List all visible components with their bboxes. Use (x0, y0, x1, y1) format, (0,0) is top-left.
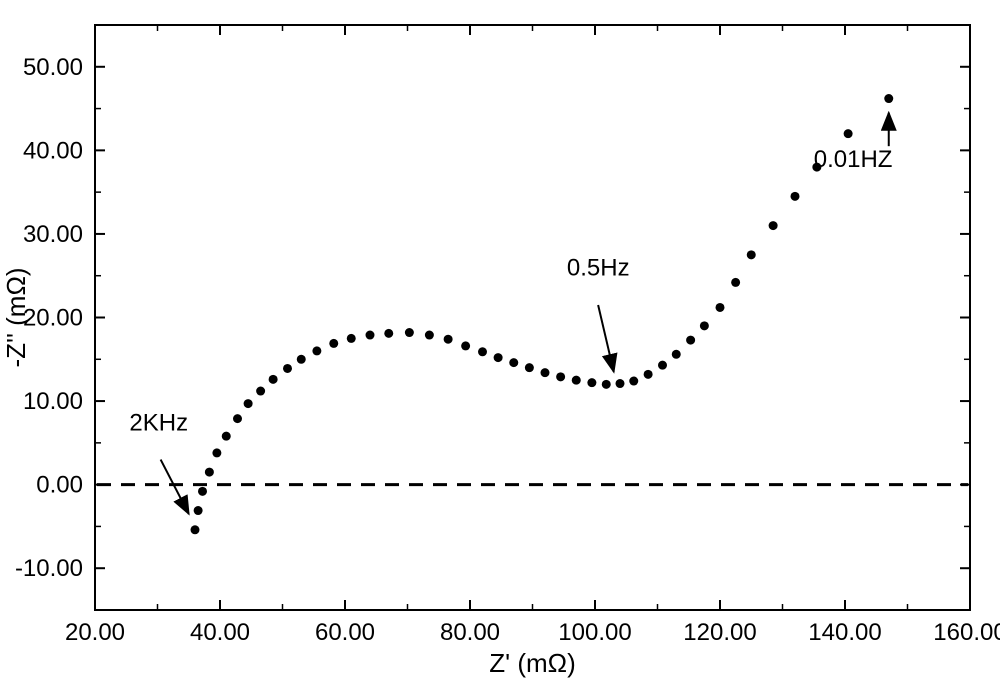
xtick-label: 60.00 (315, 619, 375, 646)
ytick-label: 40.00 (23, 137, 83, 164)
data-point (587, 378, 596, 387)
data-point (425, 331, 434, 340)
data-point (525, 363, 534, 372)
data-point (731, 278, 740, 287)
data-point (222, 432, 231, 441)
y-axis-label: -Z'' (mΩ) (1, 267, 31, 367)
ytick-label: 10.00 (23, 388, 83, 415)
data-point (194, 506, 203, 515)
ytick-label: 50.00 (23, 54, 83, 81)
x-axis-label: Z' (mΩ) (489, 648, 575, 678)
data-point (658, 361, 667, 370)
annotation-arrow (598, 305, 614, 372)
data-point (347, 334, 356, 343)
nyquist-plot: 20.00 40.00 60.00 80.00 100.00 120.00 140.00 16… (0, 0, 1000, 685)
data-point (844, 129, 853, 138)
data-point (461, 341, 470, 350)
data-point (494, 353, 503, 362)
data-point (283, 364, 292, 373)
data-point (616, 379, 625, 388)
ytick-label: 30.00 (23, 221, 83, 248)
data-point (256, 387, 265, 396)
ytick-label: -10.00 (15, 555, 83, 582)
annotation-label: 2KHz (129, 409, 188, 436)
data-point (212, 448, 221, 457)
xtick-label: 40.00 (190, 619, 250, 646)
data-point (269, 375, 278, 384)
data-point (509, 358, 518, 367)
data-point (572, 376, 581, 385)
data-point (629, 377, 638, 386)
data-point (700, 321, 709, 330)
data-point (791, 192, 800, 201)
xtick-label: 160.00 (933, 619, 1000, 646)
annotation-label: 0.01HZ (814, 146, 893, 173)
ytick-label: 0.00 (36, 472, 83, 499)
xtick-label: 100.00 (558, 619, 631, 646)
data-point (384, 329, 393, 338)
data-point (716, 303, 725, 312)
xtick-label: 140.00 (808, 619, 881, 646)
data-point (672, 350, 681, 359)
data-point (198, 487, 207, 496)
xtick-label: 120.00 (683, 619, 756, 646)
data-point (556, 372, 565, 381)
xtick-label: 20.00 (65, 619, 125, 646)
data-point (884, 94, 893, 103)
data-point (686, 336, 695, 345)
data-point (329, 339, 338, 348)
plot-border (95, 25, 970, 610)
data-point (191, 525, 200, 534)
ytick-label: 20.00 (23, 305, 83, 332)
data-point (405, 328, 414, 337)
data-point (366, 331, 375, 340)
data-point (312, 346, 321, 355)
annotation-arrow (161, 460, 189, 514)
data-point (244, 399, 253, 408)
data-point (444, 335, 453, 344)
data-point (602, 380, 611, 389)
xtick-label: 80.00 (440, 619, 500, 646)
data-point (769, 221, 778, 230)
data-point (747, 250, 756, 259)
data-point (478, 347, 487, 356)
annotation-label: 0.5Hz (567, 255, 630, 282)
data-point (233, 414, 242, 423)
data-point (205, 468, 214, 477)
data-point (297, 355, 306, 364)
data-point (644, 370, 653, 379)
data-point (541, 368, 550, 377)
chart-svg: 20.00 40.00 60.00 80.00 100.00 120.00 140.00 16… (0, 0, 1000, 685)
